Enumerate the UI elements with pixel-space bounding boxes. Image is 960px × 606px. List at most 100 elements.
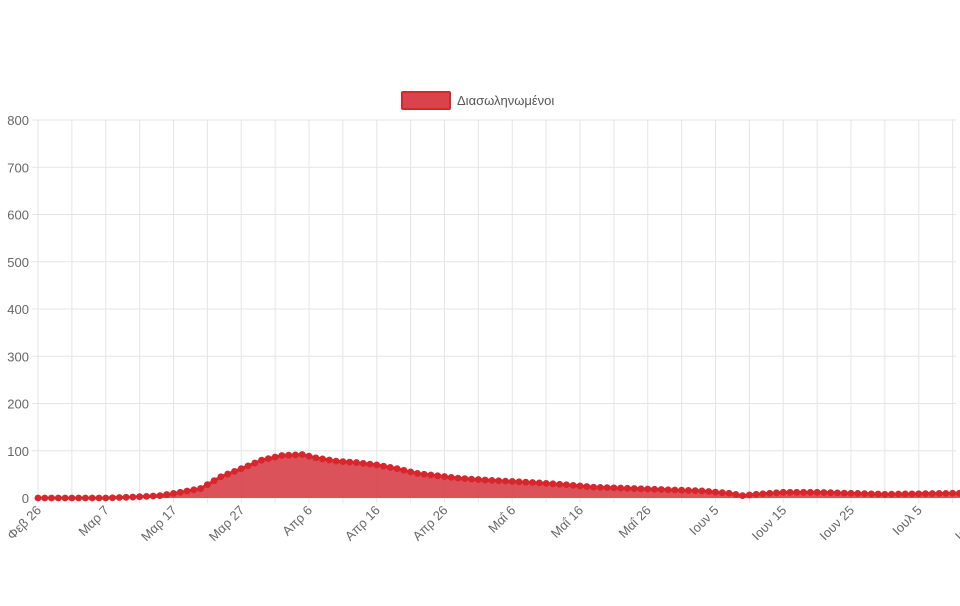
data-point[interactable] bbox=[854, 490, 862, 497]
data-point[interactable] bbox=[454, 474, 462, 482]
data-point[interactable] bbox=[671, 486, 679, 494]
data-point[interactable] bbox=[115, 494, 123, 501]
data-point[interactable] bbox=[231, 467, 238, 475]
data-point[interactable] bbox=[136, 493, 144, 501]
data-point[interactable] bbox=[285, 451, 293, 459]
data-point[interactable] bbox=[949, 489, 957, 497]
data-point[interactable] bbox=[447, 473, 455, 481]
data-point[interactable] bbox=[901, 490, 909, 498]
data-point[interactable] bbox=[773, 489, 780, 497]
data-point[interactable] bbox=[515, 478, 523, 486]
data-point[interactable] bbox=[698, 487, 706, 495]
data-point[interactable] bbox=[190, 486, 198, 494]
data-point[interactable] bbox=[122, 493, 130, 501]
data-point[interactable] bbox=[414, 470, 421, 477]
data-point[interactable] bbox=[244, 462, 252, 470]
data-point[interactable] bbox=[732, 491, 740, 498]
data-point[interactable] bbox=[522, 478, 530, 486]
data-point[interactable] bbox=[197, 485, 205, 492]
data-point[interactable] bbox=[786, 488, 794, 496]
data-point[interactable] bbox=[271, 453, 279, 461]
data-point[interactable] bbox=[881, 490, 889, 498]
data-point[interactable] bbox=[915, 490, 923, 498]
data-point[interactable] bbox=[610, 484, 618, 492]
data-point[interactable] bbox=[373, 461, 381, 469]
data-point[interactable] bbox=[793, 488, 801, 496]
data-point[interactable] bbox=[569, 481, 577, 489]
data-point[interactable] bbox=[298, 451, 306, 458]
data-point[interactable] bbox=[312, 454, 320, 462]
data-point[interactable] bbox=[400, 466, 408, 474]
data-point[interactable] bbox=[217, 473, 225, 481]
data-point[interactable] bbox=[210, 477, 218, 485]
data-point[interactable] bbox=[718, 489, 726, 497]
legend-swatch[interactable] bbox=[401, 91, 451, 110]
data-point[interactable] bbox=[393, 465, 401, 473]
data-point[interactable] bbox=[95, 494, 103, 502]
data-point[interactable] bbox=[325, 456, 333, 464]
data-point[interactable] bbox=[129, 493, 137, 501]
data-point[interactable] bbox=[624, 484, 631, 492]
data-point[interactable] bbox=[535, 479, 543, 487]
data-point[interactable] bbox=[942, 489, 950, 497]
data-point[interactable] bbox=[305, 452, 313, 460]
data-point[interactable] bbox=[82, 494, 89, 502]
data-point[interactable] bbox=[332, 457, 340, 465]
data-point[interactable] bbox=[928, 490, 936, 497]
data-point[interactable] bbox=[143, 492, 150, 500]
data-point[interactable] bbox=[874, 490, 882, 498]
data-point[interactable] bbox=[102, 494, 110, 502]
data-point[interactable] bbox=[353, 459, 360, 466]
data-point[interactable] bbox=[691, 487, 699, 495]
data-point[interactable] bbox=[380, 462, 387, 470]
data-point[interactable] bbox=[61, 494, 69, 502]
data-point[interactable] bbox=[427, 471, 435, 479]
data-point[interactable] bbox=[779, 488, 787, 496]
data-point[interactable] bbox=[630, 485, 638, 492]
data-point[interactable] bbox=[908, 490, 916, 498]
data-point[interactable] bbox=[75, 494, 83, 502]
data-point[interactable] bbox=[596, 483, 604, 491]
data-point[interactable] bbox=[712, 488, 719, 496]
data-point[interactable] bbox=[739, 492, 746, 500]
data-point[interactable] bbox=[176, 488, 184, 496]
data-point[interactable] bbox=[258, 456, 265, 464]
data-point[interactable] bbox=[420, 470, 428, 478]
data-point[interactable] bbox=[339, 458, 347, 466]
data-point[interactable] bbox=[603, 484, 611, 492]
data-point[interactable] bbox=[508, 478, 516, 485]
data-point[interactable] bbox=[705, 488, 713, 495]
data-point[interactable] bbox=[41, 494, 49, 502]
data-point[interactable] bbox=[861, 490, 868, 498]
data-point[interactable] bbox=[502, 477, 509, 485]
data-point[interactable] bbox=[745, 491, 753, 499]
data-point[interactable] bbox=[468, 475, 475, 483]
data-point[interactable] bbox=[542, 479, 550, 487]
data-point[interactable] bbox=[827, 489, 835, 497]
legend-label[interactable]: Διασωληνωμένοι bbox=[457, 93, 554, 108]
data-point[interactable] bbox=[834, 489, 841, 497]
data-point[interactable] bbox=[752, 490, 760, 498]
data-point[interactable] bbox=[346, 458, 354, 466]
data-point[interactable] bbox=[441, 473, 448, 480]
data-point[interactable] bbox=[637, 485, 645, 493]
data-point[interactable] bbox=[820, 489, 828, 496]
data-point[interactable] bbox=[590, 483, 597, 491]
data-point[interactable] bbox=[278, 452, 286, 459]
data-point[interactable] bbox=[888, 490, 896, 498]
data-point[interactable] bbox=[224, 470, 232, 478]
data-point[interactable] bbox=[461, 475, 469, 483]
data-point[interactable] bbox=[474, 476, 482, 483]
data-point[interactable] bbox=[956, 489, 960, 497]
data-point[interactable] bbox=[651, 485, 658, 493]
data-point[interactable] bbox=[556, 480, 564, 488]
data-point[interactable] bbox=[434, 472, 442, 480]
data-point[interactable] bbox=[163, 491, 171, 498]
data-point[interactable] bbox=[664, 486, 672, 494]
data-point[interactable] bbox=[183, 487, 191, 495]
data-point[interactable] bbox=[563, 481, 570, 489]
data-point[interactable] bbox=[813, 488, 821, 496]
data-point[interactable] bbox=[847, 489, 855, 497]
data-point[interactable] bbox=[88, 494, 96, 502]
data-point[interactable] bbox=[840, 489, 848, 497]
